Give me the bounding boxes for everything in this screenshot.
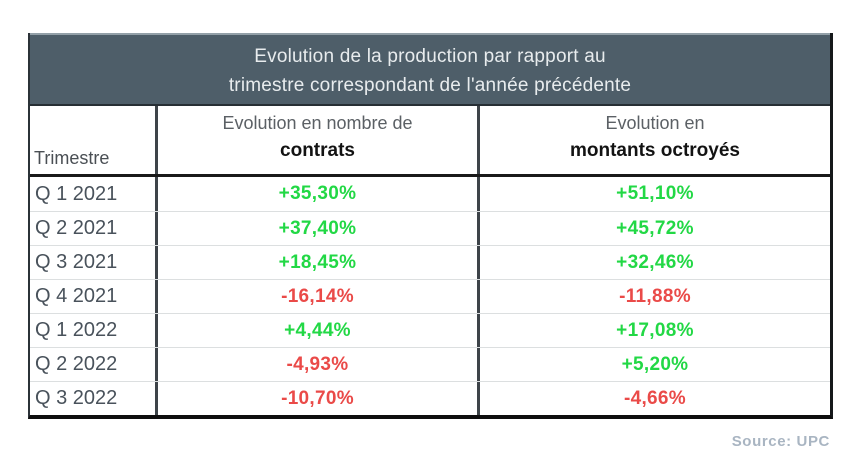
trimestre-cell: Q 1 2022 bbox=[30, 314, 158, 347]
table-column-headers: Trimestre Evolution en nombre de contrat… bbox=[30, 106, 830, 177]
montants-value-cell: +45,72% bbox=[616, 217, 694, 239]
table-row: Q 3 2021 +18,45% +32,46% bbox=[30, 245, 830, 279]
column-header-montants: Evolution en montants octroyés bbox=[480, 106, 830, 174]
column-header-contrats-bold: contrats bbox=[280, 140, 355, 161]
table-title-line1: Evolution de la production par rapport a… bbox=[254, 46, 606, 67]
column-header-trimestre-label: Trimestre bbox=[34, 148, 110, 168]
column-header-contrats-top: Evolution en nombre de bbox=[222, 113, 413, 133]
trimestre-cell: Q 2 2022 bbox=[30, 348, 158, 381]
contrats-value-cell: -10,70% bbox=[158, 382, 480, 415]
table-row: Q 3 2022 -10,70% -4,66% bbox=[30, 381, 830, 415]
table-row: Q 1 2021 +35,30% +51,10% bbox=[30, 177, 830, 211]
montants-value-cell: +5,20% bbox=[621, 353, 689, 375]
trimestre-cell: Q 2 2021 bbox=[30, 212, 158, 245]
table-row: Q 4 2021 -16,14% -11,88% bbox=[30, 279, 830, 313]
contrats-value-cell: -16,14% bbox=[158, 280, 480, 313]
table-row: Q 1 2022 +4,44% +17,08% bbox=[30, 313, 830, 347]
contrats-value-cell: +35,30% bbox=[158, 177, 480, 211]
montants-value-cell: +32,46% bbox=[616, 251, 694, 273]
column-header-montants-top: Evolution en bbox=[605, 113, 705, 133]
table-body: Q 1 2021 +35,30% +51,10% Q 2 2021 +37,40% +45… bbox=[30, 177, 830, 415]
montants-value-cell: -11,88% bbox=[619, 285, 691, 307]
source-attribution: Source: UPC bbox=[731, 433, 830, 450]
table-title: Evolution de la production par rapport a… bbox=[30, 33, 830, 106]
trimestre-cell: Q 3 2021 bbox=[30, 246, 158, 279]
contrats-value-cell: +37,40% bbox=[158, 212, 480, 245]
contrats-value-cell: +18,45% bbox=[158, 246, 480, 279]
trimestre-cell: Q 4 2021 bbox=[30, 280, 158, 313]
contrats-value-cell: +4,44% bbox=[158, 314, 480, 347]
montants-value-cell: -4,66% bbox=[623, 387, 686, 409]
table-title-line2: trimestre correspondant de l'année précé… bbox=[228, 75, 632, 96]
table-row: Q 2 2022 -4,93% +5,20% bbox=[30, 347, 830, 381]
montants-value-cell: +51,10% bbox=[616, 183, 694, 204]
table-row: Q 2 2021 +37,40% +45,72% bbox=[30, 211, 830, 245]
trimestre-cell: Q 3 2022 bbox=[30, 382, 158, 415]
contrats-value-cell: -4,93% bbox=[158, 348, 480, 381]
production-evolution-table: Evolution de la production par rapport a… bbox=[28, 33, 833, 419]
column-header-contrats: Evolution en nombre de contrats bbox=[158, 106, 480, 174]
montants-value-cell: +17,08% bbox=[616, 319, 694, 341]
trimestre-cell: Q 1 2021 bbox=[30, 177, 158, 211]
column-header-montants-bold: montants octroyés bbox=[570, 140, 740, 161]
column-header-trimestre: Trimestre bbox=[30, 106, 158, 174]
